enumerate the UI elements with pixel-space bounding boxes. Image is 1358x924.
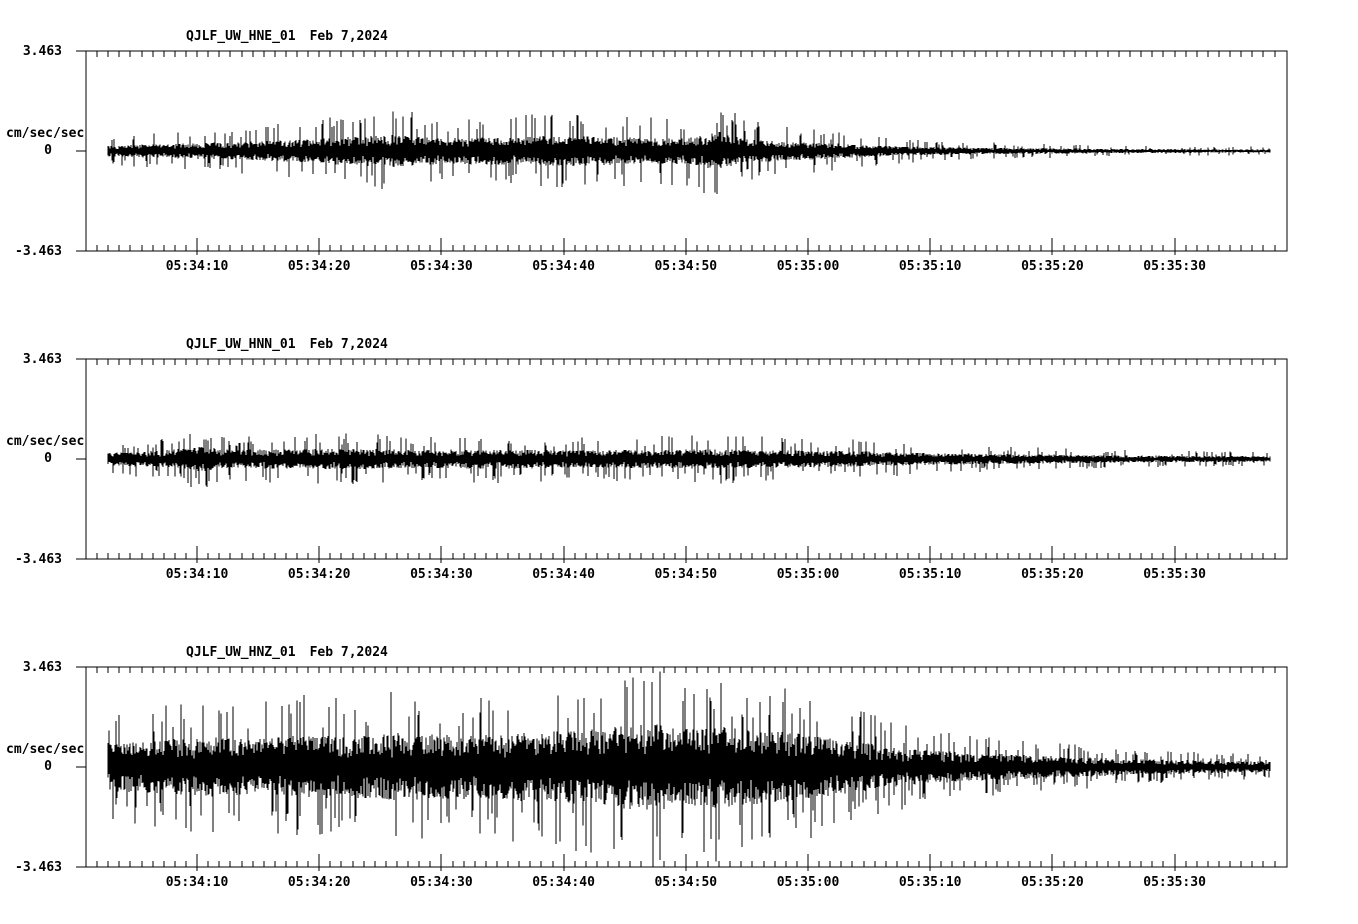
x-tick-label: 05:35:10 [898, 875, 962, 890]
x-tick-label: 05:34:30 [410, 259, 473, 274]
x-tick-label: 05:34:50 [654, 567, 718, 582]
x-tick-label: 05:35:00 [776, 567, 840, 582]
x-tick-label: 05:35:00 [776, 875, 840, 890]
x-tick-label: 05:34:40 [532, 259, 595, 274]
x-tick-label: 05:34:10 [165, 567, 229, 582]
x-tick-label: 05:34:50 [654, 259, 718, 274]
x-tick-label: 05:34:30 [410, 567, 473, 582]
seismogram-plot-hnz: QJLF_UW_HNZ_01 Feb 7,2024 3.463 cm/sec/s… [0, 616, 1358, 924]
x-tick-label: 05:34:40 [532, 567, 595, 582]
x-tick-label: 05:34:40 [532, 875, 595, 890]
axis-ticks [76, 358, 1276, 563]
waveform-trace [107, 111, 1271, 194]
plot-title: QJLF_UW_HNE_01 Feb 7,2024 [186, 29, 388, 44]
x-tick-label: 05:35:10 [898, 259, 962, 274]
y-axis-zero-label: 0 [44, 759, 52, 774]
waveform-plot-svg [76, 50, 1288, 255]
x-tick-label: 05:35:30 [1143, 875, 1206, 890]
station-channel-label: QJLF_UW_HNN_01 [186, 337, 296, 352]
axis-ticks [76, 50, 1276, 255]
y-axis-zero-label: 0 [44, 451, 52, 466]
y-axis-min-label: -3.463 [15, 552, 62, 567]
y-axis-unit-label: cm/sec/sec [6, 126, 85, 141]
waveform-plot-svg [76, 358, 1288, 563]
x-tick-label: 05:34:10 [165, 875, 229, 890]
y-axis-unit-label: cm/sec/sec [6, 434, 85, 449]
x-tick-label: 05:35:20 [1021, 259, 1084, 274]
x-tick-label: 05:34:20 [287, 567, 351, 582]
x-tick-label: 05:34:30 [410, 875, 473, 890]
x-tick-label: 05:34:20 [287, 875, 351, 890]
y-axis-unit-label: cm/sec/sec [6, 742, 85, 757]
y-axis-max-label: 3.463 [22, 352, 62, 367]
seismogram-plot-hnn: QJLF_UW_HNN_01 Feb 7,2024 3.463 cm/sec/s… [0, 308, 1358, 616]
x-tick-label: 05:34:20 [287, 259, 351, 274]
waveform-plot-svg [76, 666, 1288, 871]
seismogram-plot-hne: QJLF_UW_HNE_01 Feb 7,2024 3.463 cm/sec/s… [0, 0, 1358, 308]
x-tick-label: 05:35:30 [1143, 259, 1206, 274]
x-tick-label: 05:34:10 [165, 259, 229, 274]
x-tick-label: 05:35:20 [1021, 875, 1084, 890]
plot-title: QJLF_UW_HNZ_01 Feb 7,2024 [186, 645, 388, 660]
date-label: Feb 7,2024 [309, 337, 388, 352]
y-axis-zero-label: 0 [44, 143, 52, 158]
y-axis-min-label: -3.463 [15, 860, 62, 875]
x-tick-label: 05:34:50 [654, 875, 718, 890]
axis-ticks [76, 666, 1276, 871]
x-tick-label: 05:35:10 [898, 567, 962, 582]
y-axis-max-label: 3.463 [22, 44, 62, 59]
y-axis-max-label: 3.463 [22, 660, 62, 675]
x-tick-label: 05:35:00 [776, 259, 840, 274]
waveform-trace [107, 433, 1271, 487]
date-label: Feb 7,2024 [309, 29, 388, 44]
x-tick-label: 05:35:20 [1021, 567, 1084, 582]
y-axis-min-label: -3.463 [15, 244, 62, 259]
date-label: Feb 7,2024 [309, 645, 388, 660]
x-tick-label: 05:35:30 [1143, 567, 1206, 582]
station-channel-label: QJLF_UW_HNE_01 [186, 29, 296, 44]
plot-title: QJLF_UW_HNN_01 Feb 7,2024 [186, 337, 388, 352]
waveform-trace [107, 671, 1271, 864]
station-channel-label: QJLF_UW_HNZ_01 [186, 645, 296, 660]
